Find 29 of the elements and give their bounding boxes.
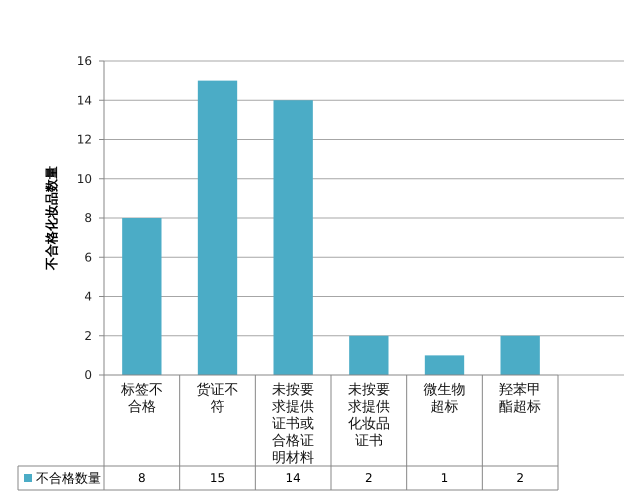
y-tick-label: 10 xyxy=(76,172,92,186)
data-label: 14 xyxy=(286,471,301,486)
legend-label: 不合格数量 xyxy=(36,472,101,487)
data-label: 8 xyxy=(138,471,146,486)
bar xyxy=(122,218,162,375)
y-tick-label: 12 xyxy=(76,132,92,147)
y-tick-label: 4 xyxy=(84,290,92,304)
y-tick-label: 16 xyxy=(76,54,92,68)
bar xyxy=(349,336,389,375)
y-tick-label: 14 xyxy=(76,93,92,108)
x-tick-label: 货证不符 xyxy=(196,382,238,415)
bar xyxy=(198,80,238,375)
x-tick-label: 未按要求提供证书或合格证明材料 xyxy=(272,382,314,466)
y-axis-title: 不合格化妆品数量 xyxy=(44,166,60,271)
y-tick-label: 8 xyxy=(84,211,92,226)
y-tick-label: 2 xyxy=(84,328,92,343)
data-label: 1 xyxy=(440,471,448,486)
x-tick-label: 未按要求提供化妆品证书 xyxy=(348,382,390,449)
data-label: 2 xyxy=(365,471,373,486)
bar xyxy=(273,100,313,375)
bar xyxy=(500,336,540,375)
y-tick-label: 6 xyxy=(84,250,92,264)
x-tick-label: 标签不合格 xyxy=(120,382,163,415)
data-label: 2 xyxy=(516,471,524,486)
x-tick-label: 微生物超标 xyxy=(424,382,466,415)
data-label: 15 xyxy=(210,471,226,486)
y-tick-label: 0 xyxy=(84,368,92,382)
x-tick-label: 羟苯甲酯超标 xyxy=(499,382,542,415)
bar xyxy=(424,355,464,375)
